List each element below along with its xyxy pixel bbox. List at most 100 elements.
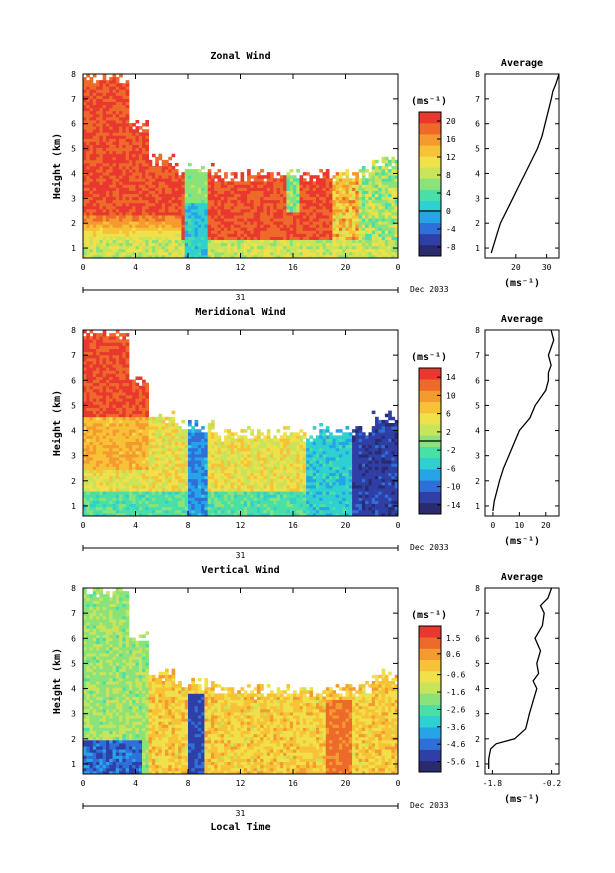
heatmap-cell bbox=[135, 429, 140, 433]
heatmap-cell bbox=[135, 444, 140, 449]
heatmap-cell bbox=[105, 245, 110, 250]
heatmap-cell bbox=[214, 233, 218, 237]
heatmap-cell bbox=[151, 450, 156, 455]
heatmap-cell bbox=[83, 218, 87, 222]
heatmap-cell bbox=[181, 472, 186, 477]
heatmap-cell bbox=[345, 208, 350, 213]
heatmap-cell bbox=[83, 190, 87, 194]
heatmap-cell bbox=[119, 382, 123, 387]
heatmap-cell bbox=[214, 199, 218, 204]
heatmap-cell bbox=[135, 132, 140, 136]
heatmap-cell bbox=[348, 254, 353, 259]
heatmap-cell bbox=[378, 178, 382, 182]
heatmap-cell bbox=[86, 101, 90, 106]
heatmap-cell bbox=[227, 181, 232, 185]
heatmap-cell bbox=[168, 218, 172, 222]
heatmap-cell bbox=[83, 215, 87, 219]
heatmap-cell bbox=[201, 166, 205, 170]
heatmap-cell bbox=[279, 242, 284, 247]
heatmap-cell bbox=[299, 202, 304, 207]
heatmap-cell bbox=[99, 215, 104, 219]
heatmap-cell bbox=[371, 190, 376, 194]
heatmap-cell bbox=[92, 153, 97, 158]
heatmap-cell bbox=[178, 503, 182, 508]
heatmap-cell bbox=[184, 460, 189, 464]
heatmap-cell bbox=[220, 245, 225, 250]
heatmap-cell bbox=[296, 193, 300, 198]
heatmap-cell bbox=[155, 166, 159, 170]
heatmap-cell bbox=[125, 184, 130, 188]
heatmap-cell bbox=[99, 196, 104, 201]
heatmap-cell bbox=[191, 432, 195, 436]
heatmap-cell bbox=[142, 144, 146, 148]
heatmap-cell bbox=[171, 469, 176, 473]
heatmap-cell bbox=[119, 116, 123, 121]
heatmap-cell bbox=[348, 187, 353, 191]
heatmap-cell bbox=[204, 488, 209, 492]
heatmap-cell bbox=[161, 463, 166, 467]
heatmap-cell bbox=[266, 248, 271, 253]
heatmap-cell bbox=[89, 404, 94, 408]
heatmap-cell bbox=[250, 181, 255, 185]
heatmap-cell bbox=[109, 395, 113, 399]
heatmap-cell bbox=[181, 196, 186, 201]
heatmap-cell bbox=[332, 190, 337, 194]
heatmap-cell bbox=[83, 432, 87, 436]
heatmap-cell bbox=[115, 77, 120, 81]
heatmap-cell bbox=[273, 245, 277, 250]
heatmap-cell bbox=[342, 208, 346, 213]
heatmap-cell bbox=[155, 416, 159, 421]
heatmap-cell bbox=[161, 485, 166, 489]
heatmap-cell bbox=[102, 233, 107, 237]
heatmap-cell bbox=[145, 438, 150, 442]
heatmap-cell bbox=[112, 450, 117, 455]
heatmap-cell bbox=[102, 181, 107, 185]
heatmap-cell bbox=[191, 512, 195, 517]
heatmap-cell bbox=[188, 475, 192, 480]
heatmap-cell bbox=[260, 181, 264, 185]
heatmap-cell bbox=[122, 178, 127, 182]
heatmap-cell bbox=[96, 227, 100, 231]
heatmap-cell bbox=[240, 187, 245, 191]
heatmap-cell bbox=[89, 92, 94, 96]
heatmap-cell bbox=[289, 233, 294, 237]
heatmap-cell bbox=[338, 248, 343, 253]
heatmap-cell bbox=[86, 407, 90, 411]
heatmap-cell bbox=[266, 215, 271, 219]
heatmap-cell bbox=[138, 175, 143, 179]
heatmap-cell bbox=[96, 509, 100, 514]
heatmap-cell bbox=[92, 74, 97, 78]
heatmap-cell bbox=[171, 193, 176, 198]
heatmap-cell bbox=[132, 441, 136, 446]
heatmap-cell bbox=[197, 212, 202, 216]
heatmap-cell bbox=[312, 254, 317, 259]
heatmap-cell bbox=[197, 500, 202, 504]
heatmap-cell bbox=[342, 236, 346, 240]
heatmap-cell bbox=[89, 172, 94, 176]
heatmap-cell bbox=[329, 236, 333, 240]
heatmap-cell bbox=[128, 138, 133, 142]
heatmap-cell bbox=[112, 175, 117, 179]
heatmap-cell bbox=[109, 190, 113, 194]
heatmap-cell bbox=[128, 123, 133, 127]
heatmap-cell bbox=[145, 123, 150, 127]
heatmap-cell bbox=[174, 450, 179, 455]
heatmap-cell bbox=[92, 447, 97, 452]
heatmap-cell bbox=[125, 472, 130, 477]
heatmap-cell bbox=[388, 233, 392, 237]
heatmap-cell bbox=[128, 212, 133, 216]
heatmap-cell bbox=[276, 221, 281, 225]
heatmap-cell bbox=[105, 135, 110, 139]
heatmap-cell bbox=[96, 407, 100, 411]
heatmap-cell bbox=[155, 503, 159, 508]
heatmap-cell bbox=[142, 429, 146, 433]
heatmap-cell bbox=[210, 202, 215, 207]
heatmap-cell bbox=[296, 199, 300, 204]
heatmap-cell bbox=[102, 144, 107, 148]
heatmap-cell bbox=[105, 233, 110, 237]
colorbar-tick-label: -4 bbox=[446, 225, 456, 234]
heatmap-cell bbox=[260, 242, 264, 247]
heatmap-cell bbox=[148, 475, 153, 480]
heatmap-cell bbox=[181, 187, 186, 191]
heatmap-cell bbox=[270, 178, 274, 182]
